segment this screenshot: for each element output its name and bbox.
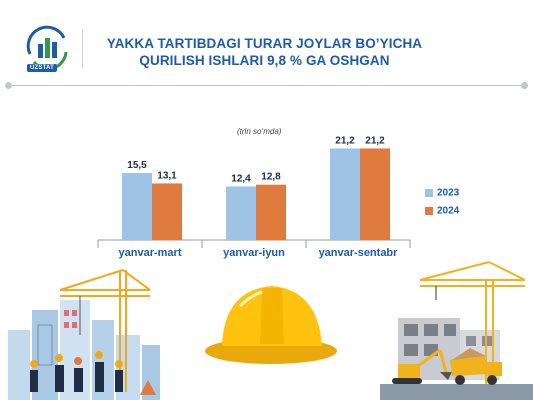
legend-label-2024: 2024 [437,205,460,217]
data-label-2023-yanvar-mart: 15,5 [127,160,147,171]
divider-dot-left [5,82,12,89]
ground [380,384,533,400]
unit-label: (trln so‘mda) [237,127,282,136]
bar-2023-yanvar-sentabr [330,148,360,240]
legend-item-2023: 2023 [425,184,459,202]
workers [30,351,156,395]
legend-item-2024: 2024 [425,202,459,220]
bar-2023-yanvar-mart [122,173,152,240]
headline-line-2: QURILISH ISHLARI 9,8 % GA OSHGAN [139,53,390,68]
dump-truck-icon [450,348,502,385]
data-label-2024-yanvar-sentabr: 21,2 [365,135,385,146]
logo-label: UZSTAT [27,64,57,72]
bar-2024-yanvar-iyun [256,184,286,240]
headline-line-1: YAKKA TARTIBDAGI TURAR JOYLAR BO’YICHA [106,36,423,51]
data-label-2023-yanvar-iyun: 12,4 [231,173,251,184]
legend-swatch-2024 [425,206,433,215]
legend-label-2023: 2023 [437,187,460,199]
header-separator [82,30,83,68]
legend-swatch-2023 [425,188,433,197]
header-divider [8,85,525,86]
bar-2024-yanvar-mart [152,183,182,240]
data-label-2023-yanvar-sentabr: 21,2 [335,135,355,146]
category-label-yanvar-mart: yanvar-mart [119,247,182,259]
category-label-yanvar-iyun: yanvar-iyun [223,247,285,259]
divider-dot-right [521,82,528,89]
excavator-icon [392,348,452,384]
data-label-2024-yanvar-mart: 13,1 [157,170,177,181]
bar-2024-yanvar-sentabr [360,148,390,240]
hard-hat-icon [205,286,337,364]
bar-2023-yanvar-iyun [226,186,256,240]
category-label-yanvar-sentabr: yanvar-sentabr [319,247,399,259]
data-label-2024-yanvar-iyun: 12,8 [261,172,281,183]
